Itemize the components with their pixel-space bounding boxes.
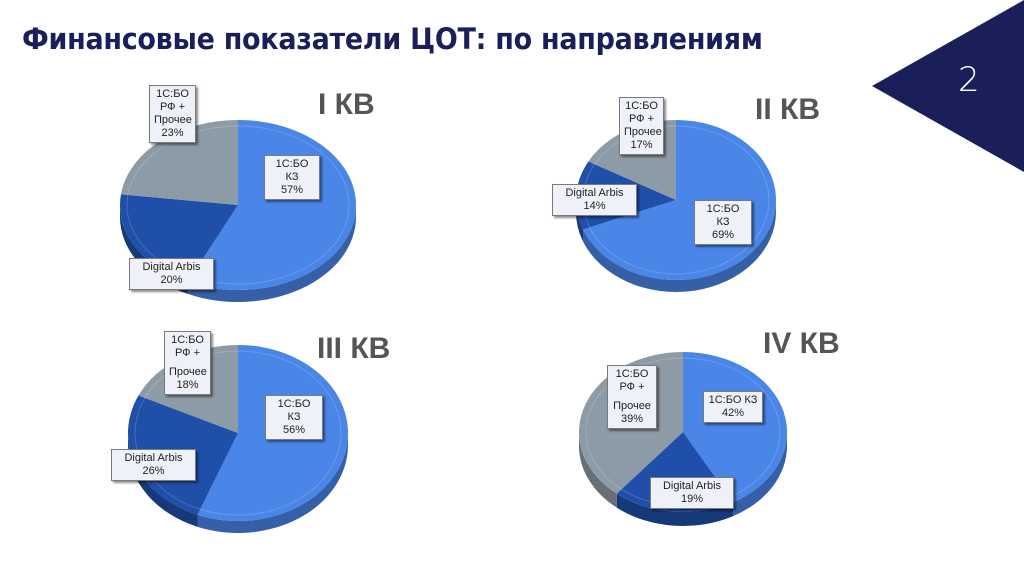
label-arbis-q2: Digital Arbis 14% xyxy=(552,184,637,216)
quarter-label-q4: IV КВ xyxy=(763,327,840,360)
label-arbis-q1: Digital Arbis 20% xyxy=(129,258,214,290)
label-kz-q3: 1С:БО КЗ 56% xyxy=(265,395,323,440)
quarter-label-q1: I КВ xyxy=(318,88,375,121)
quarter-label-q2: II КВ xyxy=(755,93,820,126)
label-arbis-q3: Digital Arbis 26% xyxy=(111,449,196,481)
quarter-label-q3: III КВ xyxy=(317,332,391,365)
label-kz-q1: 1С:БО КЗ 57% xyxy=(264,155,320,200)
label-rf-q1: 1С:БО РФ + Прочее 23% xyxy=(149,85,196,143)
slide-title: Финансовые показатели ЦОТ: по направлени… xyxy=(22,22,763,56)
page-number: 2 xyxy=(958,60,980,100)
label-kz-q4: 1С:БО КЗ 42% xyxy=(703,391,763,423)
label-arbis-q4: Digital Arbis 19% xyxy=(650,477,734,509)
label-rf-q2: 1С:БО РФ + Прочее 17% xyxy=(619,97,664,155)
label-rf-q4: 1С:БО РФ + Прочее 39% xyxy=(607,365,657,429)
label-rf-q3: 1С:БО РФ + Прочее 18% xyxy=(164,331,211,395)
label-kz-q2: 1С:БО КЗ 69% xyxy=(694,200,752,245)
